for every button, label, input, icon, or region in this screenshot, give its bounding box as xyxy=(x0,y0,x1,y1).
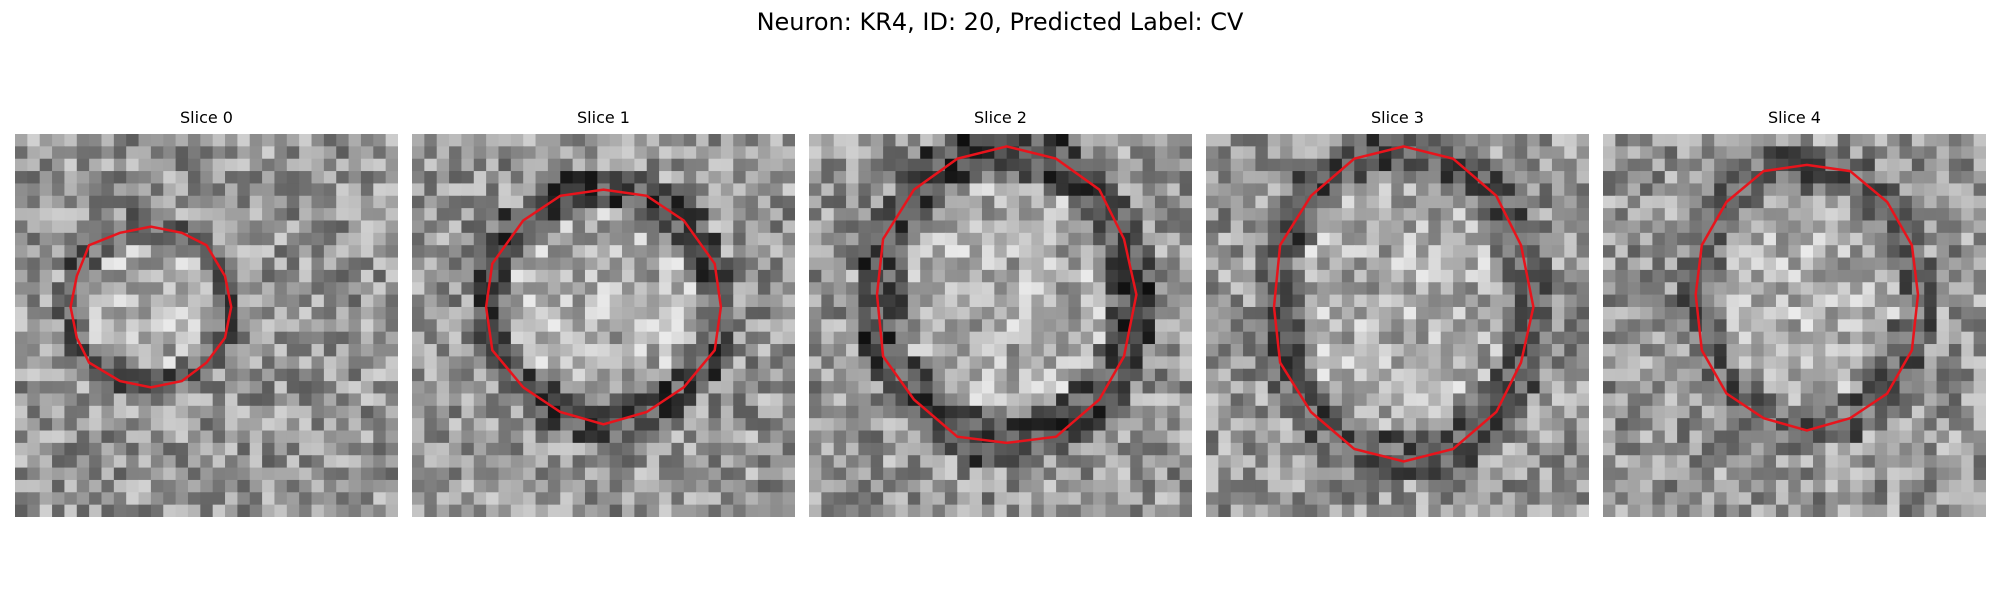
slice-image xyxy=(1603,134,1986,517)
slice-title: Slice 1 xyxy=(577,108,630,127)
microscopy-image xyxy=(15,134,398,517)
slice-panel: Slice 2 xyxy=(809,108,1192,517)
slice-image xyxy=(15,134,398,517)
microscopy-image xyxy=(412,134,795,517)
slice-panel: Slice 0 xyxy=(15,108,398,517)
slice-title: Slice 4 xyxy=(1768,108,1821,127)
microscopy-image xyxy=(809,134,1192,517)
slice-title: Slice 0 xyxy=(180,108,233,127)
segmentation-contour xyxy=(1694,163,1920,432)
segmentation-contour xyxy=(484,188,723,426)
segmentation-contour xyxy=(69,225,233,389)
slice-panel: Slice 4 xyxy=(1603,108,1986,517)
slice-image xyxy=(412,134,795,517)
slice-title: Slice 2 xyxy=(974,108,1027,127)
segmentation-contour xyxy=(1272,145,1535,463)
microscopy-image xyxy=(1206,134,1589,517)
microscopy-image xyxy=(1603,134,1986,517)
slice-panel: Slice 1 xyxy=(412,108,795,517)
pixel-grid xyxy=(412,134,795,517)
slice-image xyxy=(1206,134,1589,517)
pixel-grid xyxy=(1603,134,1986,517)
slice-title: Slice 3 xyxy=(1371,108,1424,127)
pixel-grid xyxy=(1206,134,1589,517)
figure-title: Neuron: KR4, ID: 20, Predicted Label: CV xyxy=(756,8,1244,36)
pixel-grid xyxy=(809,134,1192,517)
segmentation-contour xyxy=(875,145,1138,445)
slice-panel: Slice 3 xyxy=(1206,108,1589,517)
slice-image xyxy=(809,134,1192,517)
pixel-grid xyxy=(15,134,398,517)
